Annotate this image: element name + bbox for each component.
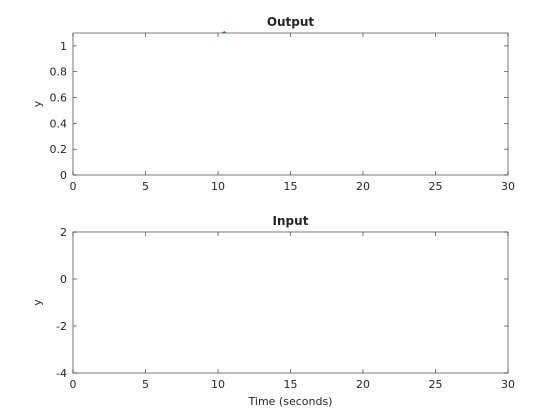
x-axis-label: Time (seconds)	[248, 395, 333, 408]
y-tick-label: 0	[60, 169, 67, 182]
x-tick-label: 0	[70, 180, 77, 193]
x-tick-label: 10	[211, 180, 225, 193]
axes-title: Output	[267, 15, 315, 29]
axes-input: 0 5 10 15 20 25 30 -4 -2 0 2 Input y Time (seconds)	[31, 214, 515, 408]
y-axis-label: y	[31, 100, 44, 107]
y-tick-label: 0.2	[50, 143, 68, 156]
y-tick-label: -2	[56, 320, 67, 333]
y-tick-label: 0	[60, 273, 67, 286]
x-tick-label: 25	[429, 378, 443, 391]
x-tick-label: 20	[356, 378, 370, 391]
x-tick-label: 5	[142, 378, 149, 391]
x-tick-label: 5	[142, 180, 149, 193]
axis-frame	[72, 231, 509, 374]
x-tick-label: 20	[356, 180, 370, 193]
x-tick-label: 30	[501, 180, 515, 193]
y-tick-label: 1	[60, 40, 67, 53]
axes-title: Input	[273, 214, 309, 228]
x-tick-label: 15	[284, 378, 298, 391]
y-tick-label: 0.4	[50, 117, 68, 130]
y-axis-label: y	[31, 299, 44, 306]
axes-output: 0 5 10 15 20 25 30 0 0.2 0.4 0.6 0.8 1 Output y	[31, 15, 515, 193]
y-tick-label: -4	[56, 367, 67, 380]
x-tick-label: 15	[284, 180, 298, 193]
x-tick-label: 10	[211, 378, 225, 391]
y-tick-label: 2	[60, 226, 67, 239]
x-tick-label: 25	[429, 180, 443, 193]
y-tick-label: 0.8	[50, 66, 68, 79]
axis-frame	[72, 32, 509, 176]
x-tick-label: 0	[70, 378, 77, 391]
y-tick-label: 0.6	[50, 92, 68, 105]
x-tick-label: 30	[501, 378, 515, 391]
